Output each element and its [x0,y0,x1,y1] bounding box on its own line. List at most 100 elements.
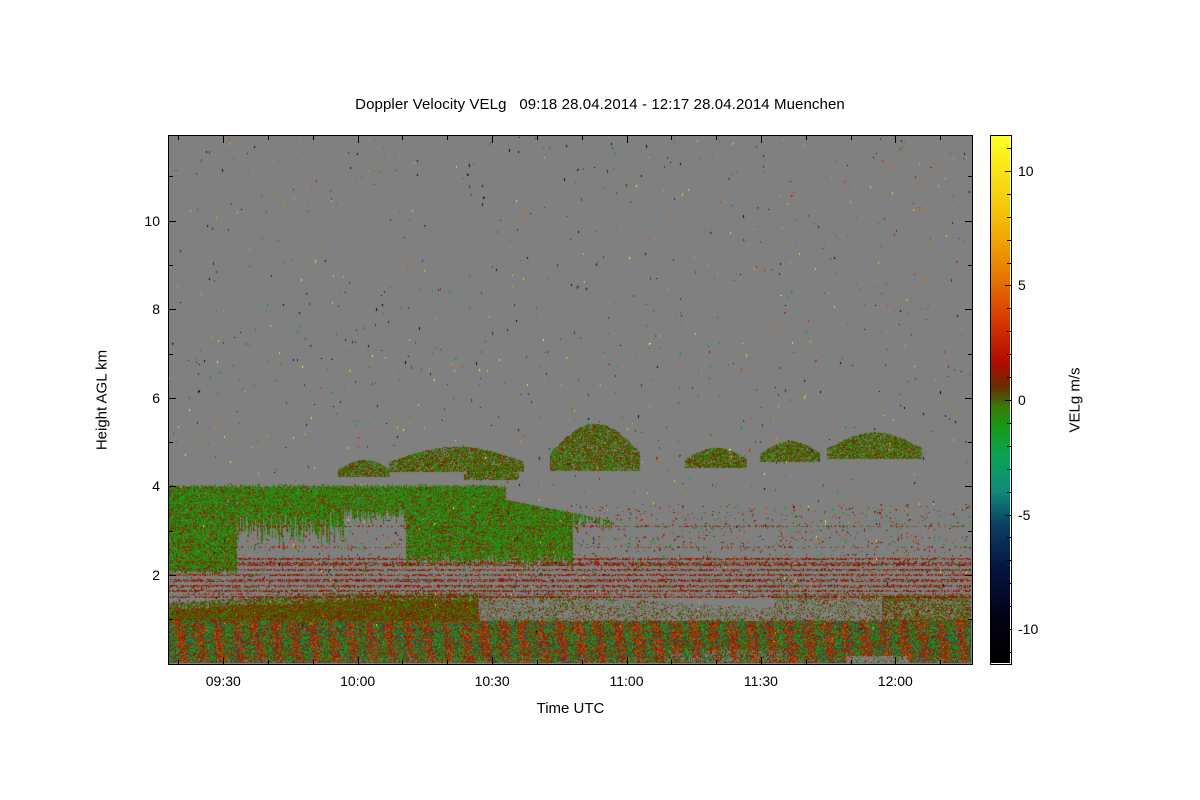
colorbar-tick [1005,170,1011,172]
axis-tick [968,530,972,532]
colorbar-minor-tick [1007,354,1011,356]
axis-tick [895,657,897,664]
axis-tick [492,657,494,664]
y-axis-title: Height AGL km [93,349,111,451]
y-tick-label-2: 6 [152,389,160,406]
colorbar-tick [1005,514,1011,516]
axis-tick [178,136,180,140]
colorbar-tick-label-1: 5 [1018,277,1026,294]
axis-tick [581,660,583,664]
axis-tick [626,657,628,664]
axis-tick [716,660,718,664]
axis-tick [626,136,628,143]
colorbar-tick [1005,629,1011,631]
colorbar-tick-label-3: -5 [1018,506,1031,523]
colorbar-minor-tick [1007,606,1011,608]
colorbar-minor-tick [1007,468,1011,470]
axis-tick [447,136,449,140]
axis-tick [169,220,176,222]
colorbar-minor-tick [1007,216,1011,218]
axis-tick [312,660,314,664]
colorbar-minor-tick [1007,537,1011,539]
axis-tick [169,309,176,311]
axis-tick [805,660,807,664]
x-tick-label-4: 11:30 [743,673,778,689]
axis-tick [760,657,762,664]
y-tick-label-4: 10 [144,212,160,229]
colorbar-minor-tick [1007,262,1011,264]
axis-tick [671,136,673,140]
colorbar-minor-tick [1007,422,1011,424]
axis-tick [402,660,404,664]
axis-tick [581,136,583,140]
axis-tick [760,136,762,143]
y-tick-label-3: 8 [152,301,160,318]
colorbar-minor-tick [1007,491,1011,493]
colorbar-minor-tick [1007,193,1011,195]
axis-tick [965,397,972,399]
axis-tick [850,136,852,140]
axis-tick [178,660,180,664]
colorbar-tick-label-0: 10 [1018,162,1034,179]
x-tick-label-0: 09:30 [205,673,241,689]
colorbar-minor-tick [1007,331,1011,333]
x-tick-label-3: 11:00 [609,673,644,689]
x-axis-title: Time UTC [536,700,605,717]
colorbar-tick-label-2: 0 [1018,392,1026,408]
colorbar-minor-tick [1007,147,1011,149]
colorbar-minor-tick [1007,560,1011,562]
colorbar-minor-tick [1007,308,1011,310]
colorbar-tick [1005,285,1011,287]
axis-tick [968,264,972,266]
colorbar-tick [1005,400,1011,401]
y-tick-label-0: 2 [152,566,160,583]
axis-tick [968,353,972,355]
colorbar-minor-tick [1007,445,1011,447]
axis-tick [536,660,538,664]
colorbar-gradient [991,136,1010,663]
colorbar-title: VELg m/s [1066,367,1084,433]
heatmap-plot-area [168,135,973,665]
axis-tick [716,136,718,140]
y-tick-label-1: 4 [152,478,160,495]
axis-tick [402,136,404,140]
axis-tick [169,442,173,444]
axis-tick [536,136,538,140]
axis-tick [850,660,852,664]
axis-tick [169,264,173,266]
axis-tick [169,486,176,488]
axis-tick [169,574,176,576]
colorbar-minor-tick [1007,583,1011,585]
axis-tick [965,486,972,488]
colorbar [990,135,1012,665]
axis-tick [447,660,449,664]
axis-tick [895,136,897,143]
axis-tick [968,442,972,444]
colorbar-minor-tick [1007,239,1011,241]
axis-tick [968,619,972,621]
axis-tick [223,657,225,664]
axis-tick [965,574,972,576]
x-tick-label-1: 10:00 [340,673,376,689]
axis-tick [223,136,225,143]
axis-tick [268,136,270,140]
axis-tick [965,220,972,222]
heatmap-pixel-data [169,136,971,663]
page-title: Doppler Velocity VELg 09:18 28.04.2014 -… [355,96,845,113]
axis-tick [965,309,972,311]
colorbar-tick-label-4: -10 [1018,621,1039,638]
axis-tick [357,657,359,664]
axis-tick [671,660,673,664]
x-tick-label-2: 10:30 [474,673,510,689]
axis-tick [268,660,270,664]
x-tick-label-5: 12:00 [877,673,913,689]
axis-tick [169,619,173,621]
axis-tick [968,176,972,178]
axis-tick [940,660,942,664]
axis-tick [940,136,942,140]
axis-tick [312,136,314,140]
colorbar-minor-tick [1007,377,1011,379]
colorbar-minor-tick [1007,652,1011,654]
axis-tick [805,136,807,140]
